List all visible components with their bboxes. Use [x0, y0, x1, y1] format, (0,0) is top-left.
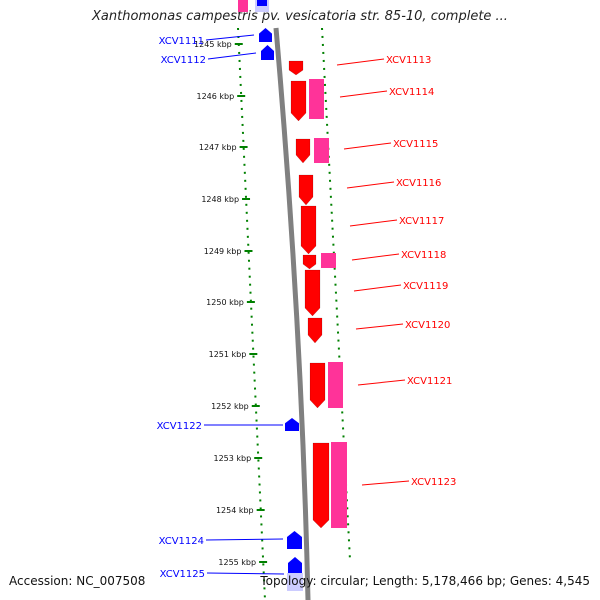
ruler-tick-label: 1253 kbp: [214, 454, 252, 463]
forward-gene-label[interactable]: XCV1114: [389, 87, 434, 98]
forward-gene-leader: [339, 90, 388, 98]
ruler-tick-label: 1247 kbp: [199, 143, 237, 152]
ruler-line: [321, 27, 351, 561]
reverse-gene-arrow: [261, 45, 274, 60]
reverse-gene-label[interactable]: XCV1124: [159, 536, 204, 547]
gene-labels: XCV1113 XCV1114 XCV1115 XCV1116 XCV1117 XCV11…: [157, 34, 456, 580]
forward-gene-bar: [309, 79, 324, 119]
forward-gene-leader: [357, 379, 406, 386]
forward-gene-label[interactable]: XCV1116: [396, 178, 441, 189]
sequence-backbone: [273, 27, 311, 600]
map-title: Xanthomonas campestris pv. vesicatoria s…: [92, 9, 508, 24]
ruler-dotted-lines: [237, 27, 351, 600]
reverse-gene-leader: [207, 52, 257, 60]
reverse-gene-arrow: [287, 531, 302, 549]
forward-gene-leader: [351, 253, 400, 261]
forward-gene-leader: [361, 480, 410, 486]
forward-gene-leader: [353, 284, 402, 292]
forward-gene-leader: [346, 181, 395, 189]
forward-gene-label[interactable]: XCV1121: [407, 376, 452, 387]
gene-features: [238, 0, 347, 591]
forward-gene-leader: [343, 142, 392, 150]
ruler-tick-label: 1245 kbp: [194, 40, 232, 49]
reverse-gene-leader: [206, 572, 285, 575]
reverse-gene-bar: [257, 0, 267, 6]
forward-gene-bar: [314, 138, 329, 163]
forward-gene-arrow: [309, 362, 326, 409]
forward-gene-arrow: [307, 317, 323, 344]
reverse-gene-label[interactable]: XCV1122: [157, 421, 202, 432]
reverse-gene-leader: [205, 34, 255, 41]
forward-gene-arrow: [304, 269, 321, 317]
forward-gene-leader: [349, 219, 398, 227]
ruler-tick-label: 1249 kbp: [204, 247, 242, 256]
reverse-gene-arrow: [285, 418, 299, 431]
reverse-gene-leader: [205, 538, 284, 541]
ruler-ticks: 1245 kbp 1246 kbp 1247 kbp 1248 kbp 1249 kbp…: [194, 40, 268, 567]
forward-gene-arrow: [290, 80, 307, 122]
ruler-tick-label: 1250 kbp: [206, 298, 244, 307]
forward-gene-arrow: [302, 254, 317, 270]
forward-gene-arrow: [295, 138, 311, 164]
accession-text: Accession: NC_007508: [9, 574, 146, 588]
reverse-gene-arrow: [288, 557, 302, 573]
reverse-gene-bar: [287, 573, 303, 591]
ruler-tick-label: 1246 kbp: [196, 92, 234, 101]
forward-gene-label[interactable]: XCV1115: [393, 139, 438, 150]
ruler-tick-label: 1251 kbp: [209, 350, 247, 359]
forward-gene-label[interactable]: XCV1118: [401, 250, 446, 261]
topology-stats: Topology: circular; Length: 5,178,466 bp…: [260, 574, 590, 588]
forward-gene-bar: [238, 0, 248, 12]
forward-gene-label[interactable]: XCV1120: [405, 320, 450, 331]
forward-gene-leader: [355, 323, 404, 330]
forward-gene-label[interactable]: XCV1119: [403, 281, 448, 292]
reverse-gene-label[interactable]: XCV1112: [161, 55, 206, 66]
forward-gene-bar: [331, 442, 347, 528]
ruler-tick-label: 1255 kbp: [218, 558, 256, 567]
forward-gene-arrow: [312, 442, 330, 529]
reverse-gene-arrow: [259, 28, 272, 42]
forward-gene-label[interactable]: XCV1117: [399, 216, 444, 227]
forward-gene-arrow: [298, 174, 314, 206]
ruler-tick-label: 1248 kbp: [201, 195, 239, 204]
forward-gene-arrow: [288, 60, 304, 76]
forward-gene-bar: [321, 253, 336, 268]
ruler-tick-label: 1252 kbp: [211, 402, 249, 411]
forward-gene-leader: [336, 58, 385, 66]
forward-gene-arrow: [300, 205, 317, 255]
reverse-gene-label[interactable]: XCV1125: [160, 569, 205, 580]
reverse-gene-label[interactable]: XCV1111: [159, 36, 204, 47]
forward-gene-bar: [328, 362, 343, 408]
ruler-tick-label: 1254 kbp: [216, 506, 254, 515]
forward-gene-label[interactable]: XCV1113: [386, 55, 431, 66]
forward-gene-label[interactable]: XCV1123: [411, 477, 456, 488]
